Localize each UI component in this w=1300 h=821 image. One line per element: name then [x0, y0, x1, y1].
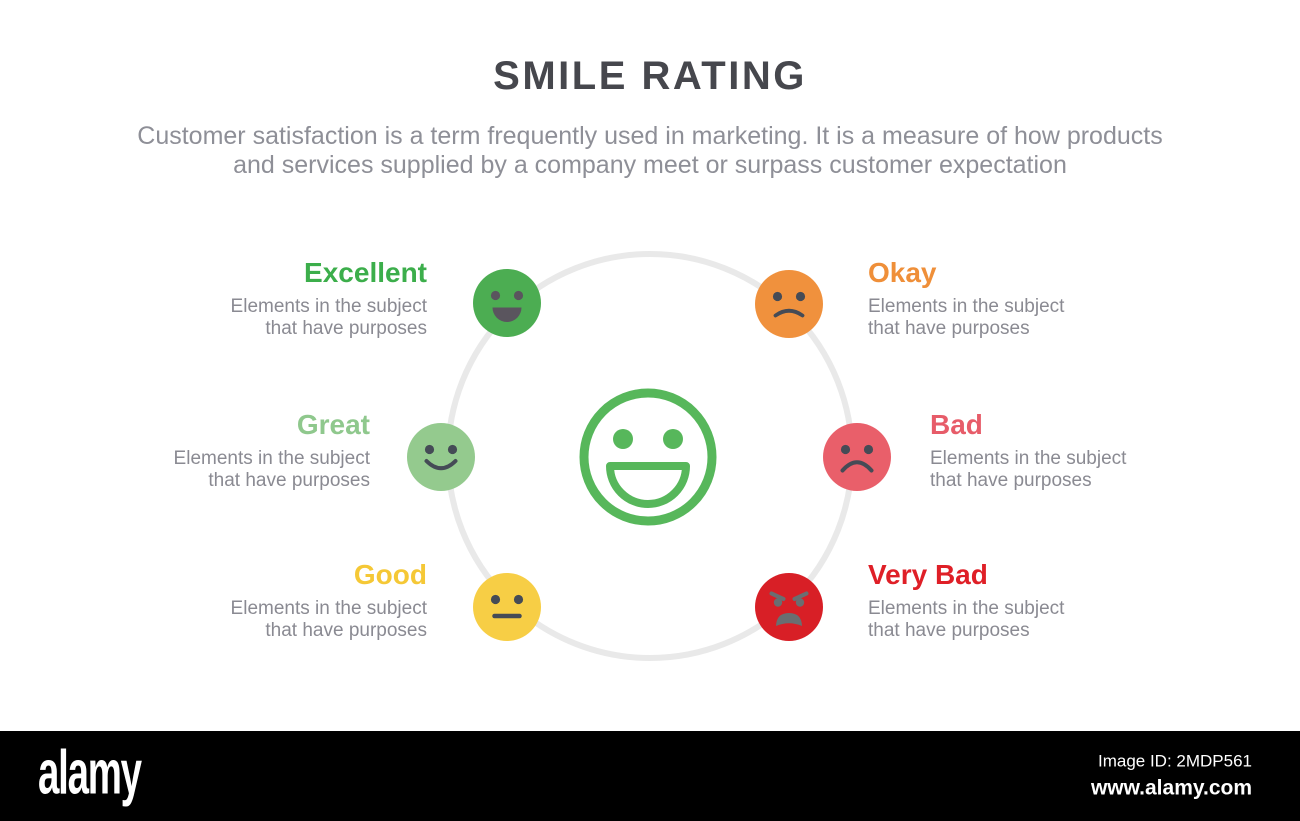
verybad-face-right-eye: [795, 598, 805, 607]
rating-desc-excellent-line2: that have purposes: [265, 318, 427, 339]
rating-desc-good-line2: that have purposes: [265, 620, 427, 641]
verybad-face-head: [755, 573, 823, 641]
okay-face-right-eye: [795, 291, 806, 302]
okay-face-icon: [755, 270, 823, 338]
bad-face-mouth: [840, 460, 874, 473]
center-smiley-mouth: [606, 462, 690, 508]
bad-face-right-eye: [863, 444, 874, 455]
rating-label-verybad: Very Bad: [868, 559, 988, 590]
rating-label-bad: Bad: [930, 409, 983, 440]
rating-block-okay: Okay Elements in the subject that have p…: [868, 258, 1128, 340]
rating-desc-great: Elements in the subject that have purpos…: [110, 448, 370, 492]
page-title: SMILE RATING: [493, 54, 807, 98]
rating-desc-verybad-line2: that have purposes: [868, 620, 1030, 641]
rating-desc-excellent-line1: Elements in the subject: [230, 296, 427, 317]
excellent-face-left-eye: [490, 290, 501, 301]
rating-label-okay: Okay: [868, 257, 937, 288]
center-smiley-left-eye: [613, 429, 633, 449]
rating-desc-okay-line2: that have purposes: [868, 318, 1030, 339]
page-subtitle: Customer satisfaction is a term frequent…: [0, 122, 1300, 180]
verybad-face-right-brow: [792, 591, 809, 601]
bad-face-icon: [823, 423, 891, 491]
great-face-right-eye: [447, 444, 458, 455]
verybad-face-left-brow: [769, 591, 786, 601]
watermark-info: Image ID: 2MDP561 www.alamy.com: [1091, 752, 1252, 801]
rating-label-great: Great: [296, 409, 370, 440]
rating-block-good: Good Elements in the subject that have p…: [167, 560, 427, 642]
okay-face-left-eye: [772, 291, 783, 302]
good-face-left-eye: [490, 594, 501, 605]
great-face-mouth: [424, 459, 458, 471]
watermark-bar: alamy Image ID: 2MDP561 www.alamy.com: [0, 731, 1300, 821]
center-smiley-right-eye: [663, 429, 683, 449]
okay-face-head: [755, 270, 823, 338]
rating-desc-bad-line2: that have purposes: [930, 470, 1092, 491]
rating-label-excellent: Excellent: [304, 257, 427, 288]
rating-desc-excellent: Elements in the subject that have purpos…: [167, 296, 427, 340]
bad-face-left-eye: [840, 444, 851, 455]
subtitle-line-2: and services supplied by a company meet …: [233, 151, 1067, 179]
rating-desc-good: Elements in the subject that have purpos…: [167, 598, 427, 642]
rating-label-good: Good: [353, 559, 427, 590]
rating-desc-bad: Elements in the subject that have purpos…: [930, 448, 1190, 492]
good-face-icon: [473, 573, 541, 641]
rating-desc-bad-line1: Elements in the subject: [930, 448, 1127, 469]
rating-desc-okay-line1: Elements in the subject: [868, 296, 1065, 317]
great-face-left-eye: [424, 444, 435, 455]
excellent-face-icon: [473, 269, 541, 337]
rating-block-excellent: Excellent Elements in the subject that h…: [167, 258, 427, 340]
subtitle-line-1: Customer satisfaction is a term frequent…: [137, 122, 1163, 150]
website-text: www.alamy.com: [1090, 776, 1252, 800]
okay-face-mouth: [773, 308, 805, 318]
rating-block-verybad: Very Bad Elements in the subject that ha…: [868, 560, 1128, 642]
rating-desc-great-line2: that have purposes: [208, 470, 370, 491]
alamy-logo: alamy: [38, 738, 142, 808]
bad-face-head: [823, 423, 891, 491]
verybad-face-mouth: [776, 613, 802, 626]
good-face-right-eye: [513, 594, 524, 605]
rating-desc-verybad-line1: Elements in the subject: [868, 598, 1065, 619]
rating-desc-great-line1: Elements in the subject: [173, 448, 370, 469]
rating-desc-verybad: Elements in the subject that have purpos…: [868, 598, 1128, 642]
rating-desc-okay: Elements in the subject that have purpos…: [868, 296, 1128, 340]
verybad-face-icon: [755, 573, 823, 641]
center-smiley-icon: [579, 388, 717, 526]
rating-desc-good-line1: Elements in the subject: [230, 598, 427, 619]
good-face-head: [473, 573, 541, 641]
excellent-face-mouth: [492, 307, 522, 322]
image-id-text: Image ID: 2MDP561: [1097, 751, 1252, 771]
verybad-face-left-eye: [773, 598, 783, 607]
rating-block-great: Great Elements in the subject that have …: [110, 410, 370, 492]
excellent-face-head: [473, 269, 541, 337]
great-face-icon: [407, 423, 475, 491]
great-face-head: [407, 423, 475, 491]
rating-block-bad: Bad Elements in the subject that have pu…: [930, 410, 1190, 492]
excellent-face-right-eye: [513, 290, 524, 301]
